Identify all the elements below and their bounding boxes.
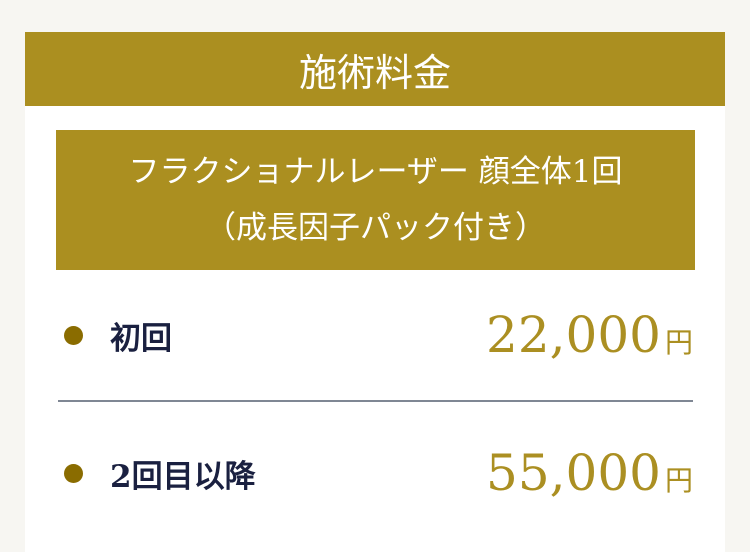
price-row-repeat: 2回目以降 55,000 円 [58, 433, 693, 513]
treatment-note: （成長因子パック付き） [205, 210, 546, 246]
price-value: 22,000 円 [486, 306, 693, 364]
section-title: 施術料金 [25, 32, 725, 106]
divider [58, 400, 693, 402]
price-amount: 55,000 [486, 444, 661, 502]
price-unit: 円 [664, 326, 693, 359]
price-label: 初回 [110, 320, 172, 357]
bullet-icon [64, 463, 83, 483]
price-row-first: 初回 22,000 円 [58, 295, 693, 375]
treatment-name-box: フラクショナルレーザー 顔全体1回 （成長因子パック付き） [56, 130, 695, 270]
treatment-name: フラクショナルレーザー 顔全体1回 [128, 154, 623, 190]
section-title-text: 施術料金 [298, 50, 451, 95]
price-amount: 22,000 [486, 306, 661, 364]
price-label: 2回目以降 [110, 458, 256, 495]
price-card: 施術料金 フラクショナルレーザー 顔全体1回 （成長因子パック付き） 初回 22… [25, 32, 725, 552]
bullet-icon [64, 325, 83, 345]
price-value: 55,000 円 [486, 444, 693, 502]
price-unit: 円 [664, 464, 693, 497]
